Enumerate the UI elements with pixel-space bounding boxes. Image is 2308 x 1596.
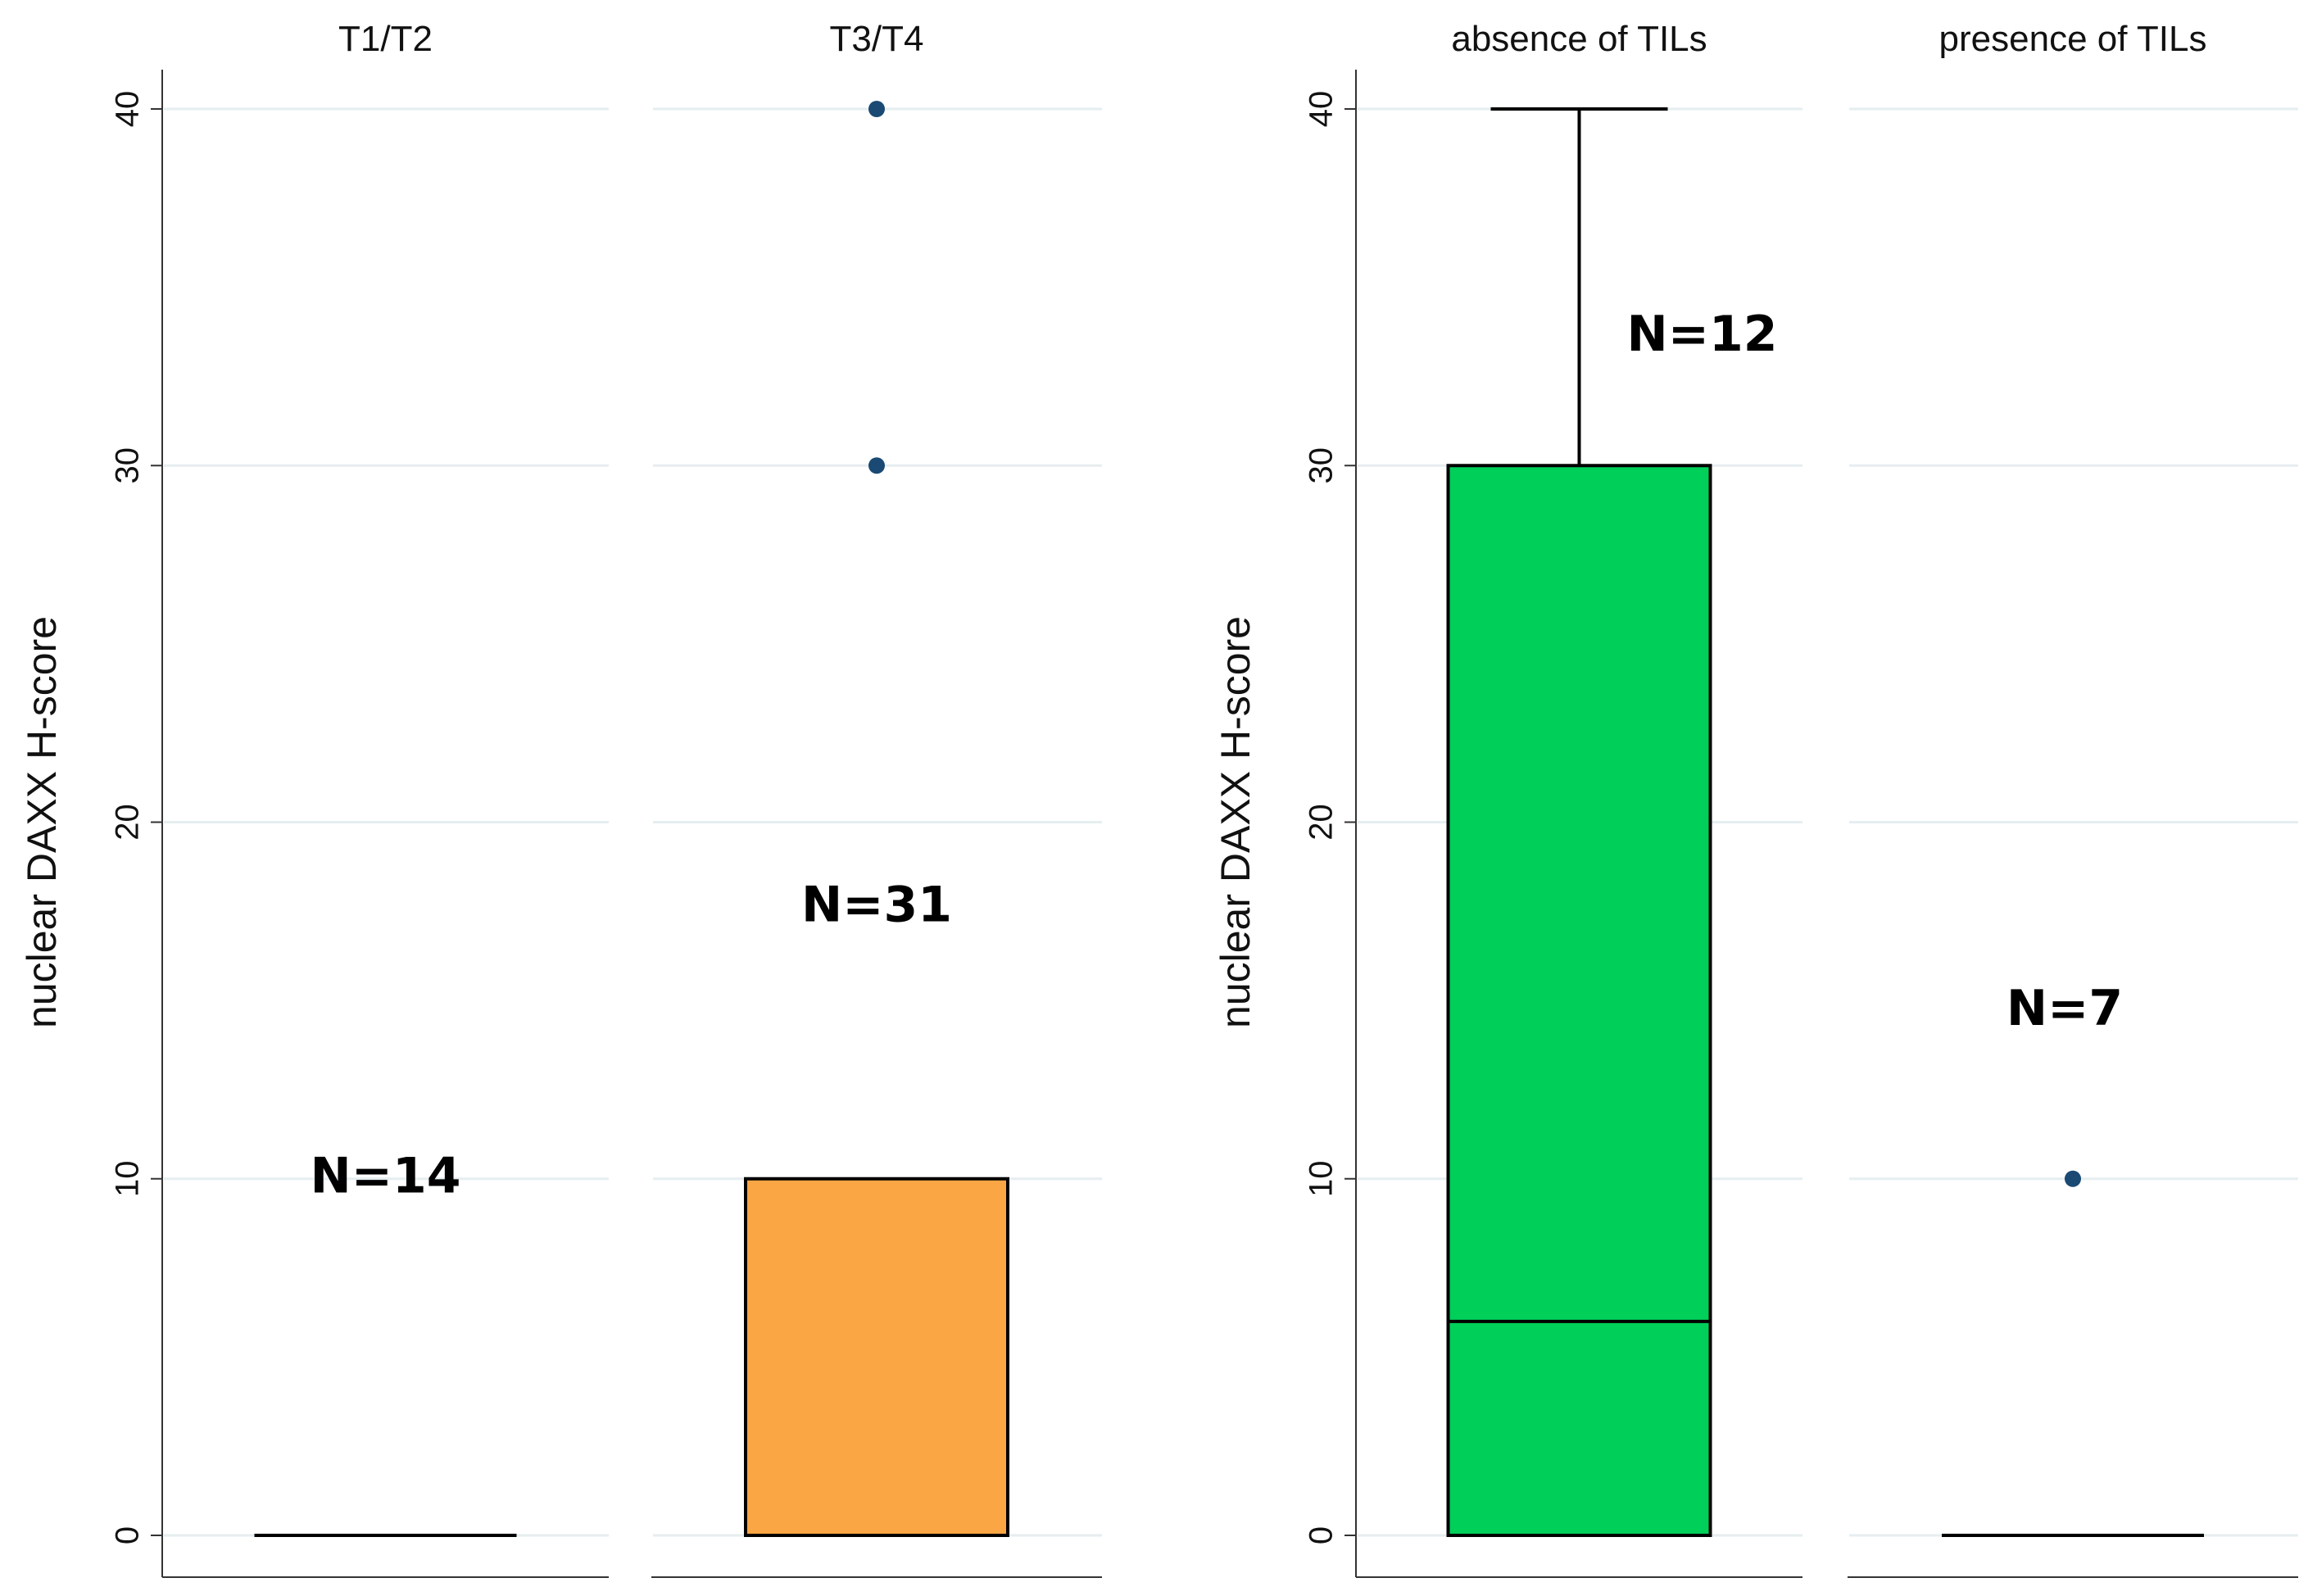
- n-count-label: N=7: [2006, 980, 2123, 1037]
- y-tick-label: 0: [1304, 1526, 1340, 1544]
- n-count-label: N=31: [801, 877, 952, 934]
- y-tick-label: 10: [1304, 1161, 1340, 1198]
- y-tick-label: 40: [1304, 91, 1340, 128]
- panel-title: absence of TILs: [1451, 19, 1707, 59]
- y-tick-label: 10: [110, 1161, 146, 1198]
- y-tick-label: 20: [110, 804, 146, 841]
- outlier-point: [868, 101, 885, 117]
- panel-1: absence of TILs N=12: [1356, 19, 1802, 1578]
- y-tick-label: 30: [1304, 447, 1340, 484]
- panel-2: T3/T4 N=31: [651, 19, 1102, 1578]
- chart-2: 0 10 20 30 40 nuclear DAXX H-score absence of …: [1213, 19, 2298, 1578]
- y-axis-title: nuclear DAXX H-score: [19, 616, 65, 1028]
- box-iqr: [744, 1177, 1009, 1537]
- panel-2: presence of TILs N=7: [1848, 19, 2298, 1578]
- panel-title: T1/T2: [338, 19, 433, 59]
- outlier-point: [868, 457, 885, 474]
- y-tick-label: 30: [110, 447, 146, 484]
- y-tick-label: 20: [1304, 804, 1340, 841]
- panel-1: T1/T2 N=14: [162, 19, 609, 1578]
- y-axis-title: nuclear DAXX H-score: [1213, 616, 1258, 1028]
- chart-1: 0 10 20 30 40 nuclear DAXX H-score T1/T2 N=14 T3…: [19, 19, 1102, 1578]
- box-iqr: [1446, 464, 1712, 1537]
- n-count-label: N=14: [311, 1147, 461, 1204]
- panel-title: T3/T4: [830, 19, 924, 59]
- y-tick-label: 40: [110, 91, 146, 128]
- outlier-point: [2065, 1170, 2081, 1187]
- panel-title: presence of TILs: [1939, 19, 2207, 59]
- n-count-label: N=12: [1627, 306, 1778, 363]
- y-tick-label: 0: [110, 1526, 146, 1544]
